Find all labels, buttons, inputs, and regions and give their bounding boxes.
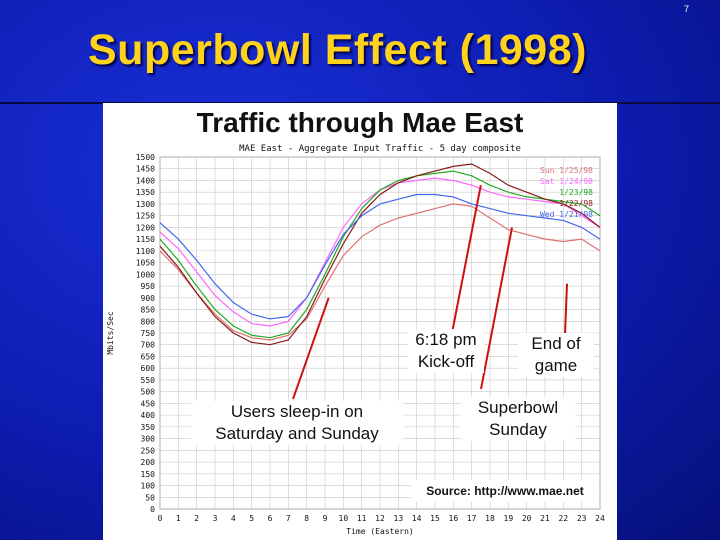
y-tick-label: 1350 [136,188,155,197]
slide-number: 7 [683,4,689,14]
x-tick-label: 21 [540,514,550,523]
source-callout-text: Source: http://www.mae.net [426,484,584,498]
legend-entry: Wed 1/21/98 [540,210,593,219]
x-tick-label: 6 [268,514,273,523]
x-tick-label: 2 [194,514,199,523]
x-tick-label: 22 [559,514,569,523]
legend-entry: Sat 1/24/98 [540,177,593,186]
series-line [159,193,601,320]
x-tick-label: 10 [339,514,349,523]
x-axis-label: Time (Eastern) [346,527,413,536]
x-tick-label: 7 [286,514,291,523]
x-tick-label: 19 [504,514,514,523]
y-tick-label: 50 [145,493,155,502]
x-tick-label: 13 [394,514,404,523]
y-tick-label: 700 [141,341,156,350]
legend-entry: 1/22/98 [559,199,593,208]
y-tick-label: 100 [141,482,156,491]
y-tick-label: 1150 [136,235,155,244]
x-tick-label: 5 [249,514,254,523]
y-tick-label: 950 [141,282,156,291]
superbowl-sunday-callout: Superbowl Sunday [461,397,575,441]
y-tick-label: 1000 [136,270,155,279]
y-tick-label: 1200 [136,223,155,232]
legend-entry: Sun 1/25/98 [540,166,593,175]
y-tick-label: 300 [141,435,156,444]
x-tick-label: 24 [595,514,605,523]
y-tick-label: 550 [141,376,156,385]
kickoff-callout-text: 6:18 pm Kick-off [415,330,477,371]
annotation-pointer [480,227,513,390]
y-tick-label: 1450 [136,165,155,174]
y-tick-label: 1300 [136,200,155,209]
y-tick-label: 250 [141,446,156,455]
sleep-in-callout: Users sleep-in on Saturday and Sunday [191,401,403,445]
slide-title: Superbowl Effect (1998) [88,26,587,74]
y-axis-label: Mbits/Sec [106,311,115,355]
end-of-game-callout-text: End of game [531,334,581,375]
x-tick-label: 17 [467,514,477,523]
series-line [159,203,601,341]
x-tick-label: 12 [375,514,385,523]
x-tick-label: 20 [522,514,532,523]
y-tick-label: 900 [141,294,156,303]
y-tick-label: 200 [141,458,156,467]
x-tick-label: 4 [231,514,236,523]
source-callout: Source: http://www.mae.net [411,480,599,502]
kickoff-callout: 6:18 pm Kick-off [408,329,484,373]
y-tick-label: 1100 [136,247,155,256]
y-tick-label: 1400 [136,176,155,185]
y-tick-label: 400 [141,411,156,420]
y-tick-label: 650 [141,352,156,361]
y-tick-label: 1500 [136,153,155,162]
sleep-in-callout-text: Users sleep-in on Saturday and Sunday [215,402,379,443]
superbowl-sunday-callout-text: Superbowl Sunday [477,398,559,439]
figure-title: Traffic through Mae East [196,107,524,138]
chart-title: MAE East - Aggregate Input Traffic - 5 d… [239,144,521,154]
figure-panel: Traffic through Mae East MAE East - Aggr… [103,103,617,540]
x-tick-label: 8 [304,514,309,523]
x-tick-label: 16 [449,514,459,523]
x-tick-label: 3 [213,514,218,523]
y-tick-label: 850 [141,306,156,315]
x-tick-label: 0 [158,514,163,523]
annotation-pointer [292,297,330,400]
y-tick-label: 600 [141,364,156,373]
x-tick-label: 14 [412,514,422,523]
y-tick-label: 1050 [136,259,155,268]
x-tick-label: 18 [485,514,495,523]
x-tick-label: 11 [357,514,367,523]
y-tick-label: 450 [141,399,156,408]
y-tick-label: 800 [141,317,156,326]
x-tick-label: 1 [176,514,181,523]
annotation-pointer [564,283,568,336]
y-tick-label: 150 [141,470,156,479]
series-line [159,163,601,346]
x-tick-label: 23 [577,514,587,523]
legend-entry: 1/23/98 [559,188,593,197]
x-tick-label: 15 [430,514,440,523]
traffic-chart: MAE East - Aggregate Input Traffic - 5 d… [106,144,605,536]
y-tick-label: 0 [150,505,155,514]
series-line [159,170,601,339]
y-tick-label: 350 [141,423,156,432]
x-tick-label: 9 [323,514,328,523]
y-tick-label: 500 [141,388,156,397]
end-of-game-callout: End of game [518,333,594,377]
y-tick-label: 1250 [136,212,155,221]
y-tick-label: 750 [141,329,156,338]
